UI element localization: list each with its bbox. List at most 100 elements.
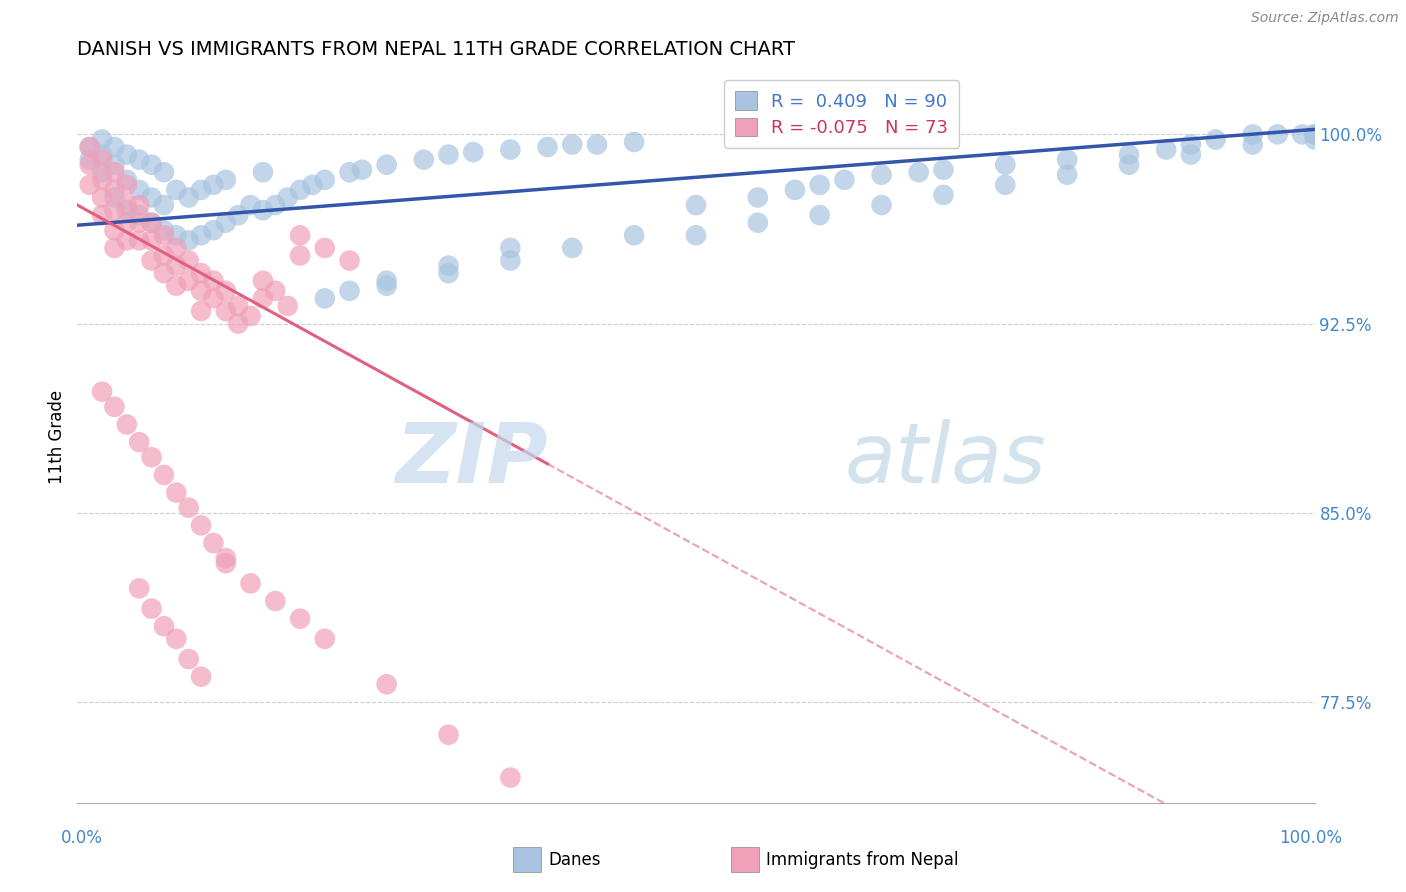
Point xyxy=(499,253,522,268)
Point xyxy=(747,190,769,204)
Point xyxy=(103,190,125,204)
Point xyxy=(375,278,398,293)
Point xyxy=(91,132,114,146)
Point xyxy=(190,304,212,318)
Point xyxy=(79,140,101,154)
Point xyxy=(141,233,163,247)
Point xyxy=(202,291,225,305)
Point xyxy=(165,228,187,243)
Point xyxy=(79,140,101,154)
Point xyxy=(1291,128,1313,142)
Point xyxy=(1241,128,1264,142)
Point xyxy=(252,274,274,288)
Text: Danes: Danes xyxy=(548,851,600,869)
Point xyxy=(103,183,125,197)
Point xyxy=(165,278,187,293)
Text: 0.0%: 0.0% xyxy=(60,829,103,847)
Point xyxy=(685,228,707,243)
Point xyxy=(79,153,101,167)
Point xyxy=(103,223,125,237)
Point xyxy=(1303,132,1326,146)
Point xyxy=(190,670,212,684)
Point xyxy=(314,291,336,305)
Point xyxy=(375,158,398,172)
Point xyxy=(128,216,150,230)
Point xyxy=(1180,137,1202,152)
Point xyxy=(907,165,929,179)
Text: 100.0%: 100.0% xyxy=(1279,829,1341,847)
Point xyxy=(202,223,225,237)
Point xyxy=(115,147,138,161)
Point xyxy=(264,198,287,212)
Point xyxy=(165,632,187,646)
Point xyxy=(226,208,249,222)
Point xyxy=(128,153,150,167)
Point xyxy=(870,168,893,182)
Point xyxy=(165,485,187,500)
Point xyxy=(177,500,200,515)
Point xyxy=(463,145,485,159)
Point xyxy=(128,582,150,596)
Point xyxy=(783,183,806,197)
Point xyxy=(1056,153,1078,167)
Point xyxy=(153,266,176,280)
Point xyxy=(747,216,769,230)
Text: atlas: atlas xyxy=(845,418,1046,500)
Point xyxy=(91,173,114,187)
Point xyxy=(561,241,583,255)
Point xyxy=(115,198,138,212)
Point xyxy=(288,228,311,243)
Point xyxy=(1303,128,1326,142)
Point xyxy=(141,158,163,172)
Point xyxy=(115,203,138,218)
Point xyxy=(239,198,262,212)
Point xyxy=(586,137,609,152)
Point xyxy=(165,183,187,197)
Point xyxy=(437,266,460,280)
Point xyxy=(190,266,212,280)
Point xyxy=(115,233,138,247)
Point xyxy=(264,594,287,608)
Point xyxy=(932,162,955,177)
Point xyxy=(115,417,138,432)
Point xyxy=(103,203,125,218)
Text: Source: ZipAtlas.com: Source: ZipAtlas.com xyxy=(1251,12,1399,25)
Point xyxy=(314,173,336,187)
Point xyxy=(115,173,138,187)
Point xyxy=(165,241,187,255)
Point xyxy=(177,233,200,247)
Point xyxy=(141,216,163,230)
Point xyxy=(870,198,893,212)
Point xyxy=(165,259,187,273)
Point xyxy=(215,284,238,298)
Point xyxy=(994,158,1017,172)
Y-axis label: 11th Grade: 11th Grade xyxy=(48,390,66,484)
Point xyxy=(128,183,150,197)
Point xyxy=(252,165,274,179)
Point xyxy=(412,153,434,167)
Point xyxy=(1118,158,1140,172)
Point xyxy=(153,228,176,243)
Point xyxy=(301,178,323,192)
Point xyxy=(226,317,249,331)
Point xyxy=(202,274,225,288)
Point xyxy=(1118,147,1140,161)
Point xyxy=(128,208,150,222)
Point xyxy=(314,241,336,255)
Point xyxy=(1154,143,1177,157)
Point xyxy=(103,400,125,414)
Point xyxy=(437,259,460,273)
Point xyxy=(1267,128,1289,142)
Point xyxy=(1056,168,1078,182)
Point xyxy=(1180,147,1202,161)
Point xyxy=(153,248,176,262)
Text: DANISH VS IMMIGRANTS FROM NEPAL 11TH GRADE CORRELATION CHART: DANISH VS IMMIGRANTS FROM NEPAL 11TH GRA… xyxy=(77,39,796,59)
Point xyxy=(202,178,225,192)
Point xyxy=(141,190,163,204)
Point xyxy=(103,158,125,172)
Point xyxy=(91,384,114,399)
Point xyxy=(141,216,163,230)
Point xyxy=(128,435,150,450)
Point xyxy=(561,137,583,152)
Point xyxy=(91,153,114,167)
